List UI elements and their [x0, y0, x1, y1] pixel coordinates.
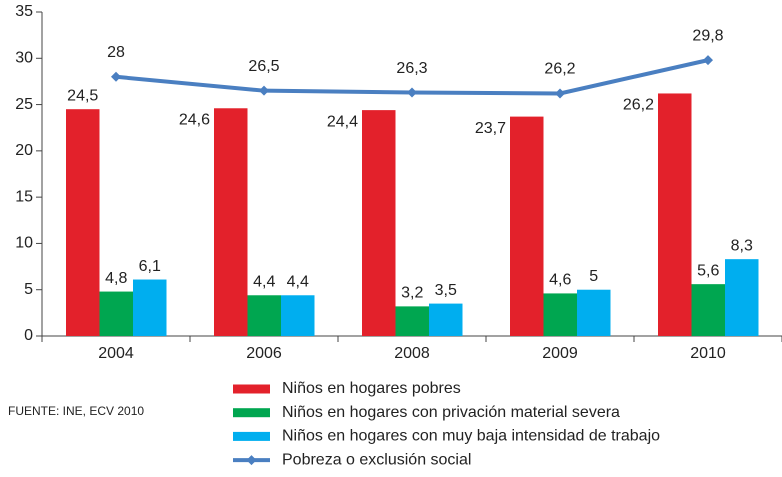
y-tick-label: 20: [15, 142, 33, 159]
x-tick-label: 2006: [246, 345, 282, 362]
line-marker: [259, 85, 269, 96]
legend-swatch: [233, 431, 270, 441]
legend-marker: [246, 455, 257, 466]
line-marker: [407, 87, 417, 98]
y-tick-label: 10: [15, 235, 33, 252]
data-label: 8,3: [731, 237, 753, 254]
x-tick-label: 2008: [394, 345, 430, 362]
data-label: 5: [589, 268, 598, 285]
bar: [691, 284, 725, 336]
data-label: 24,4: [327, 113, 358, 130]
legend-label: Niños en hogares con muy baja intensidad…: [282, 428, 660, 445]
data-label: 6,1: [139, 258, 161, 275]
data-label: 23,7: [475, 120, 506, 137]
data-label: 4,4: [287, 273, 309, 290]
bar: [725, 259, 759, 336]
bar: [429, 303, 463, 336]
data-label: 3,5: [435, 282, 457, 299]
data-label: 4,6: [549, 272, 571, 289]
bar: [133, 279, 167, 336]
bar: [66, 109, 100, 336]
bar: [99, 291, 133, 336]
y-tick-label: 25: [15, 96, 33, 113]
bar: [281, 295, 315, 336]
data-label: 4,4: [253, 273, 275, 290]
x-tick-label: 2009: [542, 345, 578, 362]
data-label: 4,8: [105, 270, 127, 287]
x-tick-label: 2004: [98, 345, 134, 362]
data-label: 29,8: [692, 27, 723, 44]
line-marker: [111, 71, 121, 82]
legend-swatch: [233, 408, 270, 418]
source-note: FUENTE: INE, ECV 2010: [8, 404, 144, 418]
bar: [247, 295, 281, 336]
bar: [510, 116, 544, 336]
legend-label: Niños en hogares con privación material …: [282, 404, 620, 421]
legend-swatch: [233, 384, 270, 394]
data-label: 24,6: [179, 111, 210, 128]
data-label: 26,5: [248, 58, 279, 75]
line-marker: [703, 55, 713, 66]
y-tick-label: 30: [15, 50, 33, 67]
bar: [543, 293, 577, 336]
x-tick-label: 2010: [690, 345, 726, 362]
data-label: 28: [107, 44, 125, 61]
bar: [658, 93, 692, 336]
legend-label: Niños en hogares pobres: [282, 380, 461, 397]
y-tick-label: 0: [24, 327, 33, 344]
data-label: 26,2: [544, 61, 575, 78]
y-tick-label: 15: [15, 188, 33, 205]
y-tick-label: 35: [15, 3, 33, 20]
legend-label: Pobreza o exclusión social: [282, 451, 471, 468]
data-label: 5,6: [697, 262, 719, 279]
y-tick-label: 5: [24, 281, 33, 298]
line-marker: [555, 88, 565, 99]
bar: [577, 289, 611, 336]
data-label: 26,3: [396, 60, 427, 77]
data-label: 3,2: [401, 285, 423, 302]
bar: [395, 306, 429, 336]
bar: [214, 108, 248, 336]
data-label: 26,2: [623, 97, 654, 114]
data-label: 24,5: [67, 87, 98, 104]
bar: [362, 110, 396, 336]
